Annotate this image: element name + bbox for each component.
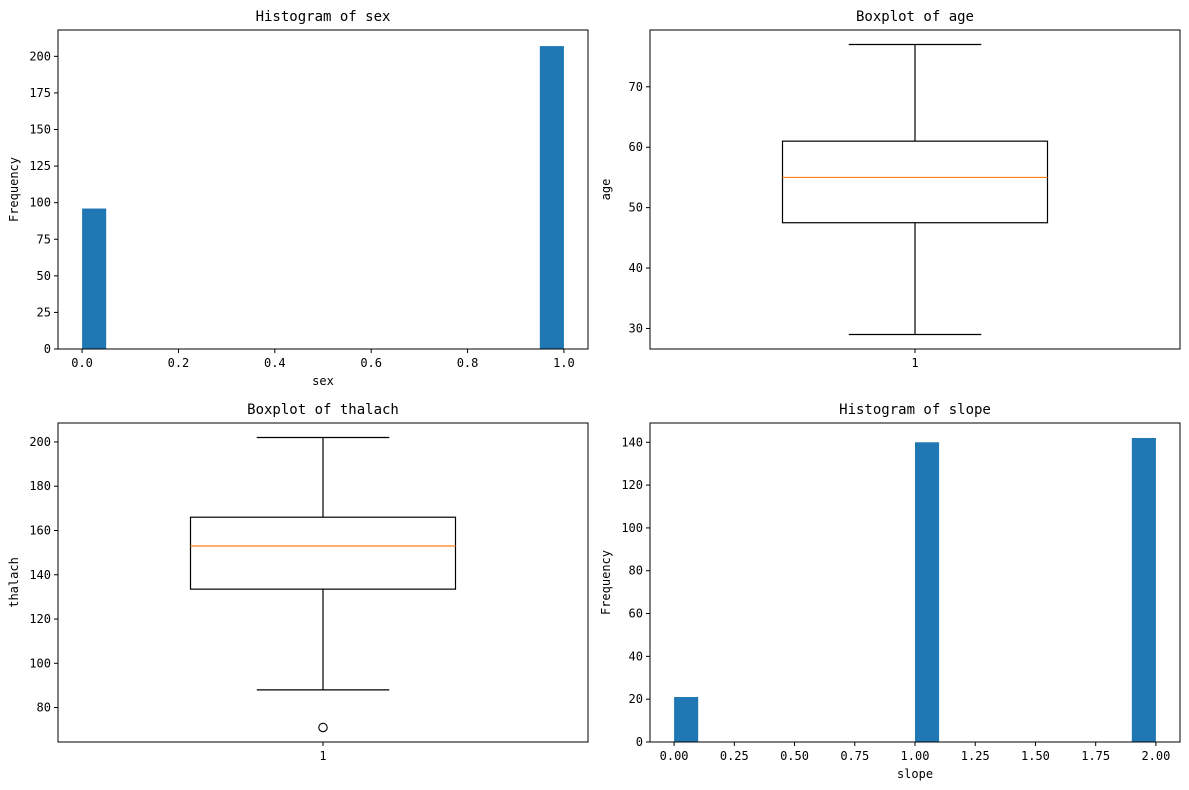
outlier-point-1 (318, 722, 328, 733)
y-tick-label: 200 (29, 435, 51, 449)
x-tick-label: 1.0 (553, 356, 575, 370)
y-tick-label: 80 (37, 701, 51, 715)
y-tick-label: 0 (636, 735, 643, 749)
y-tick-label: 200 (29, 49, 51, 63)
x-tick-label: 0.25 (720, 749, 749, 763)
x-axis-label: sex (312, 374, 334, 388)
x-tick-label: 0.0 (71, 356, 93, 370)
x-tick-label: 0.8 (457, 356, 479, 370)
histogram-bar-1 (82, 208, 107, 349)
y-tick-label: 0 (44, 342, 51, 356)
y-tick-label: 40 (629, 649, 643, 663)
y-tick-label: 70 (629, 80, 643, 94)
histogram-bar-2 (915, 442, 940, 742)
y-tick-label: 180 (29, 479, 51, 493)
y-axis-label: Frequency (7, 157, 21, 222)
chart-title: Boxplot of thalach (247, 402, 399, 418)
x-tick-label: 0.4 (264, 356, 286, 370)
chart-title: Histogram of slope (839, 402, 991, 418)
y-axis-label: thalach (7, 557, 21, 608)
x-tick-label: 0.50 (780, 749, 809, 763)
y-tick-label: 160 (29, 523, 51, 537)
x-axis-label: slope (897, 767, 933, 781)
y-tick-label: 100 (621, 521, 643, 535)
subplot-1: 0.0 0.2 0.4 0.6 0.8 1.0 0 25 50 75 100 125 150 175 200… (7, 9, 589, 388)
chart-title: Boxplot of age (856, 9, 974, 25)
axes-frame (57, 29, 589, 350)
x-tick-label: 0.75 (840, 749, 869, 763)
y-tick-label: 40 (629, 261, 643, 275)
y-tick-label: 125 (29, 159, 51, 173)
x-tick-label: 1.50 (1021, 749, 1050, 763)
y-axis-label: Frequency (599, 550, 613, 615)
y-tick-label: 150 (29, 123, 51, 137)
y-tick-label: 50 (37, 269, 51, 283)
histogram-bar-2 (539, 46, 564, 350)
y-tick-label: 120 (621, 478, 643, 492)
x-tick-label: 1.75 (1081, 749, 1110, 763)
y-tick-label: 140 (29, 568, 51, 582)
y-tick-label: 120 (29, 612, 51, 626)
y-tick-label: 100 (29, 656, 51, 670)
chart-title: Histogram of sex (256, 9, 391, 25)
y-tick-label: 80 (629, 564, 643, 578)
y-tick-label: 100 (29, 196, 51, 210)
x-tick-label: 1 (319, 749, 326, 763)
y-tick-label: 140 (621, 435, 643, 449)
y-tick-label: 175 (29, 86, 51, 100)
y-tick-label: 30 (629, 321, 643, 335)
histogram-bar-3 (1131, 437, 1156, 742)
x-tick-label: 1.25 (961, 749, 990, 763)
y-tick-label: 60 (629, 607, 643, 621)
subplot-4: 0.00 0.25 0.50 0.75 1.00 1.25 1.50 1.75 2.00 0 20 4… (599, 402, 1181, 781)
histogram-bar-1 (674, 697, 699, 742)
x-tick-label: 0.2 (168, 356, 190, 370)
box-body (781, 140, 1049, 224)
subplot-2: 1 30 40 50 60 70 Boxplot of age age (599, 9, 1181, 370)
y-tick-label: 60 (629, 140, 643, 154)
x-tick-label: 0.6 (360, 356, 382, 370)
x-tick-label: 2.00 (1141, 749, 1170, 763)
x-tick-label: 0.00 (660, 749, 689, 763)
y-tick-label: 25 (37, 305, 51, 319)
y-tick-label: 20 (629, 692, 643, 706)
y-tick-label: 50 (629, 201, 643, 215)
y-axis-label: age (599, 179, 613, 201)
box-body (189, 516, 457, 590)
x-tick-label: 1.00 (901, 749, 930, 763)
y-tick-label: 75 (37, 232, 51, 246)
x-tick-label: 1 (911, 356, 918, 370)
